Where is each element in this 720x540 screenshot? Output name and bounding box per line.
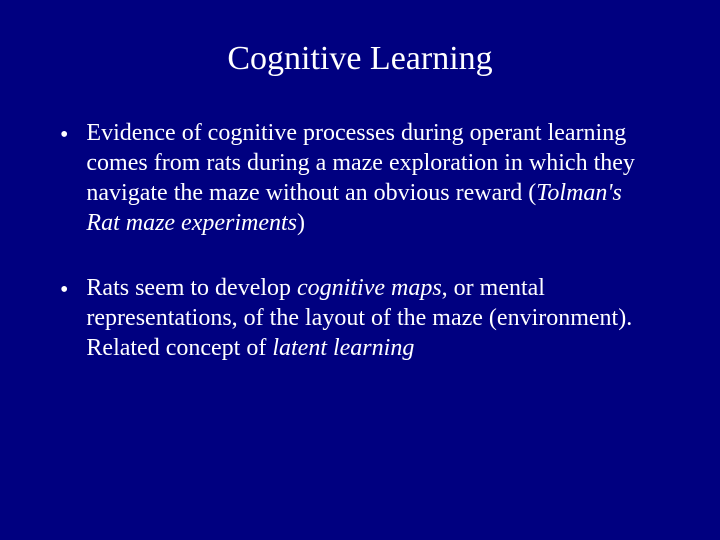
slide-content: • Evidence of cognitive processes during…	[40, 118, 680, 363]
slide-title: Cognitive Learning	[40, 40, 680, 78]
bullet-text-0: Evidence of cognitive processes during o…	[86, 118, 660, 238]
slide-container: Cognitive Learning • Evidence of cogniti…	[0, 0, 720, 540]
plain-text: )	[297, 210, 305, 236]
bullet-marker: •	[60, 275, 68, 363]
bullet-item: • Evidence of cognitive processes during…	[60, 118, 660, 238]
bullet-text-1: Rats seem to develop cognitive maps, or …	[86, 273, 660, 363]
plain-text: Rats seem to develop	[86, 275, 297, 301]
bullet-marker: •	[60, 120, 68, 238]
italic-text: cognitive maps	[297, 275, 442, 301]
italic-text: latent learning	[272, 335, 414, 361]
bullet-item: • Rats seem to develop cognitive maps, o…	[60, 273, 660, 363]
